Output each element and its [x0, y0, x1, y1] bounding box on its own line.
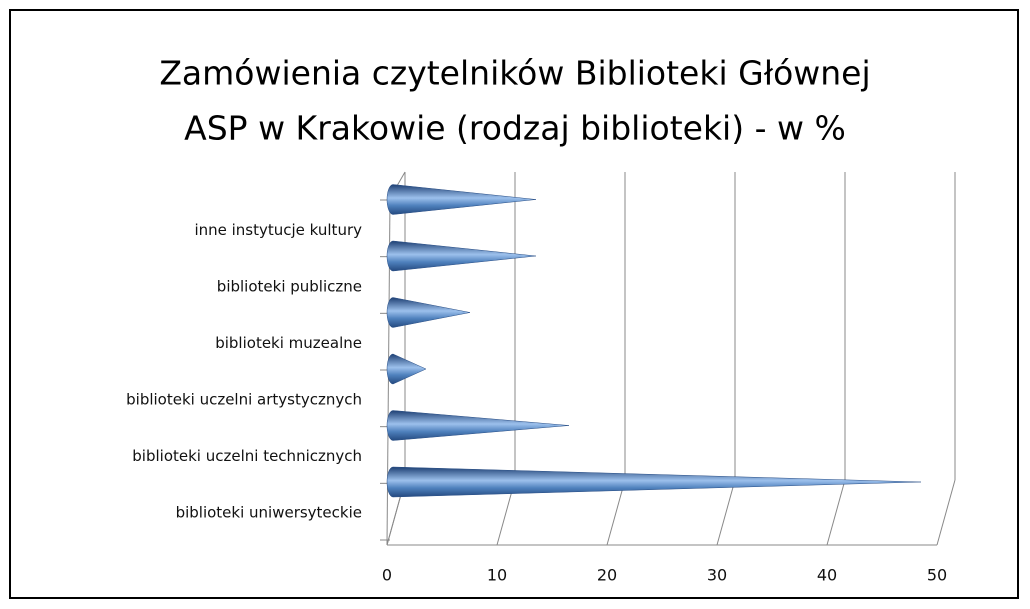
y-tick-label: biblioteki uczelni artystycznych	[126, 391, 362, 409]
x-tick-label: 20	[597, 566, 617, 585]
floor-grid-line	[826, 479, 846, 546]
x-tick-label: 50	[927, 566, 947, 585]
cone	[386, 410, 570, 441]
floor-grid-line	[936, 479, 956, 546]
floor-grid-line	[716, 479, 736, 546]
floor-grid-line	[606, 479, 626, 546]
cone	[386, 297, 471, 328]
y-tick-label: biblioteki uczelni technicznych	[132, 447, 362, 465]
y-tick-label: biblioteki muzealne	[215, 334, 362, 352]
cone	[386, 240, 537, 272]
y-tick-label: biblioteki uniwersyteckie	[176, 504, 362, 522]
x-tick-label: 0	[382, 566, 392, 585]
cone	[386, 466, 922, 498]
chart-title: ASP w Krakowie (rodzaj biblioteki) - w %	[184, 109, 846, 148]
y-tick-label: biblioteki publiczne	[217, 278, 362, 296]
y-tick-label: inne instytucje kultury	[194, 221, 362, 239]
x-tick-label: 10	[487, 566, 507, 585]
cone	[386, 184, 537, 215]
x-tick-label: 40	[817, 566, 837, 585]
cone	[386, 353, 427, 385]
x-tick-label: 30	[707, 566, 727, 585]
frame	[9, 9, 1019, 599]
chart-title: Zamówienia czytelników Biblioteki Główne…	[159, 54, 870, 93]
